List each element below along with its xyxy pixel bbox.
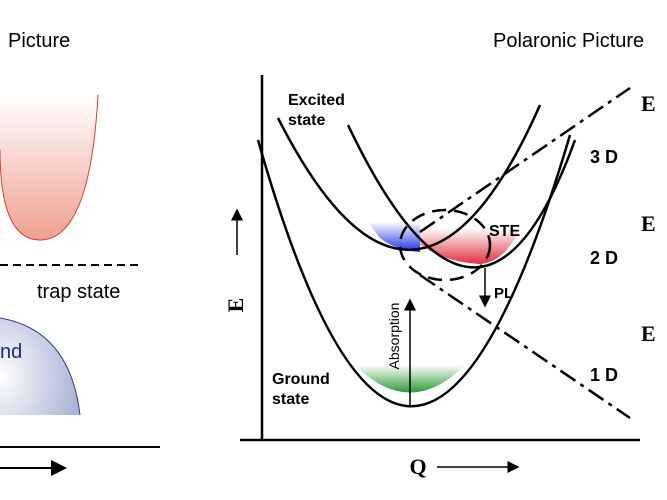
band-label: nd [0,341,22,363]
ground-label: state [272,391,309,408]
ste-fill [420,228,520,264]
crossing-ellipse [398,208,492,282]
conduction-fill [0,95,98,240]
valence-fill [0,318,80,415]
valence-band [0,317,81,416]
conduction-band [0,94,99,241]
y-axis-label: E [223,298,248,313]
edge-label: E [641,211,656,236]
ste-label: STE [489,223,520,240]
ste-curve [346,124,577,269]
dimension-label: 1 D [590,365,618,385]
excited-label: Excited [288,92,345,109]
absorption-label: Absorption [386,303,402,370]
trap-label: trap state [37,281,120,303]
ground-label: Ground [272,371,330,388]
excited-fill [368,222,420,252]
dimension-label: 2 D [590,248,618,268]
right-title: Polaronic Picture [493,30,644,52]
left-title: Picture [8,30,70,52]
dashed-lower [419,273,631,420]
x-axis-label: Q [409,454,426,479]
dashed-upper [419,86,631,234]
ground-curve [256,134,572,408]
pl-label: PL [494,285,513,302]
dimension-label: 3 D [590,147,618,167]
edge-label: E [641,321,656,346]
edge-label: E [641,91,656,116]
excited-label: state [288,112,325,129]
